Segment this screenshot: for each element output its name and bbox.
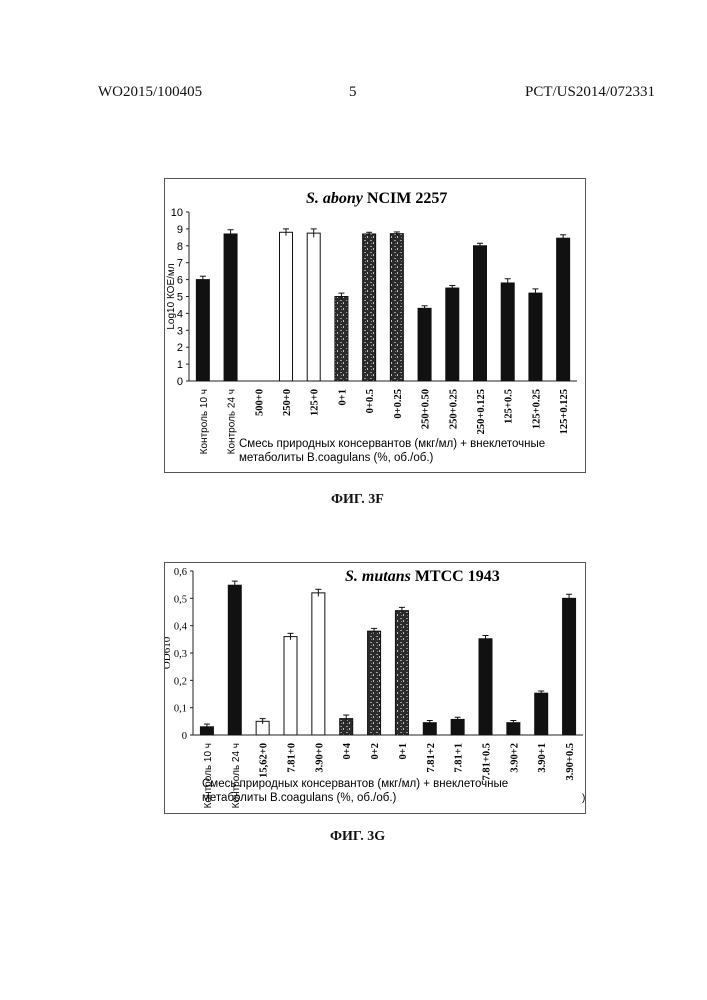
figure-caption-3g: ФИГ. 3G (330, 829, 385, 845)
x-category-label: 0+0.5 (365, 389, 376, 413)
bar (557, 238, 570, 381)
x-category-label: Контроль 24 ч (227, 389, 238, 454)
x-category-label: 7.81+1 (454, 743, 465, 773)
x-axis-label: Смесь природных консервантов (мкг/мл) + … (239, 438, 545, 450)
x-category-label: 125+0.25 (531, 389, 542, 429)
y-tick-label: 8 (177, 241, 183, 253)
x-category-label: 500+0 (254, 389, 265, 416)
bar (451, 719, 464, 735)
chart-3f: S. abony NCIM 2257 0 1 2 3 4 5 6 7 8 9 10 Log10 КОЕ/… (164, 178, 586, 473)
x-category-label: 250+0.25 (448, 389, 459, 429)
y-tick-label: 2 (177, 342, 183, 354)
y-tick-label: 6 (177, 275, 183, 287)
chart-title: S. mutans MTCC 1943 (345, 568, 500, 585)
x-category-label: 0+1 (398, 743, 409, 759)
chart-3g-svg: S. mutans MTCC 1943 0 0,1 0,2 0,3 0,4 0,5 0,6 OD… (165, 563, 585, 813)
x-category-label: 250+0.50 (421, 389, 432, 429)
x-category-label: 0+0.25 (393, 389, 404, 419)
x-category-label: 0+1 (337, 389, 348, 405)
y-tick-label: 1 (177, 359, 183, 371)
y-axis-label: OD610 (165, 636, 173, 669)
bar (307, 233, 320, 381)
bar (335, 297, 348, 382)
chart-title: S. abony NCIM 2257 (306, 190, 447, 207)
bar (529, 293, 542, 381)
y-tick-label: 4 (177, 308, 183, 320)
y-tick-label: 0 (177, 376, 183, 388)
x-axis-label: метаболиты B.coagulans (%, об./об.) (202, 792, 397, 804)
stray-mark: ) (582, 793, 585, 804)
x-category-label: 7.81+2 (426, 743, 437, 773)
bar (228, 585, 241, 735)
x-category-label: 3.90+1 (537, 743, 548, 773)
y-tick-label: 5 (177, 292, 183, 304)
chart-3g: S. mutans MTCC 1943 0 0,1 0,2 0,3 0,4 0,5 0,6 OD… (164, 562, 586, 814)
x-category-label: 250+0 (282, 389, 293, 416)
page-number: 5 (349, 84, 357, 101)
x-category-label: Контроль 10 ч (199, 389, 210, 454)
x-category-label: 7.81+0 (287, 743, 298, 773)
y-tick-label: 0 (182, 731, 187, 742)
figure-caption-3f: ФИГ. 3F (331, 492, 384, 508)
x-category-label: 0+2 (370, 743, 381, 759)
bar (395, 611, 408, 735)
y-tick-label: 0,5 (174, 594, 187, 605)
bar (390, 234, 403, 381)
bar (501, 283, 514, 381)
x-category-label: 3.90+0.5 (565, 743, 576, 780)
y-tick-label: 0,3 (174, 649, 187, 660)
y-tick-label: 0,1 (174, 704, 187, 715)
y-axis-label: Log10 КОЕ/мл (166, 263, 177, 329)
bar (479, 639, 492, 735)
bar (474, 246, 487, 381)
bar (446, 288, 459, 381)
x-category-label: 250+0.125 (476, 389, 487, 434)
bar (535, 693, 548, 735)
chart-3f-svg: S. abony NCIM 2257 0 1 2 3 4 5 6 7 8 9 10 Log10 КОЕ/… (165, 179, 585, 472)
x-category-label: 3.90+0 (314, 743, 325, 773)
x-category-label: 125+0 (310, 389, 321, 416)
x-category-label: 125+0.5 (504, 389, 515, 424)
x-axis-label: метаболиты B.coagulans (%, об./об.) (239, 452, 434, 464)
bar (280, 232, 293, 381)
x-category-label: 15,62+0 (259, 743, 270, 778)
x-category-label: 3.90+2 (509, 743, 520, 773)
y-tick-label: 9 (177, 224, 183, 236)
bar (418, 308, 431, 381)
application-number: PCT/US2014/072331 (525, 84, 655, 101)
y-tick-label: 10 (171, 207, 183, 219)
y-tick-label: 3 (177, 325, 183, 337)
bar (224, 234, 237, 381)
x-category-label: 7.81+0.5 (482, 743, 493, 780)
x-axis-label: Смесь природных консервантов (мкг/мл) + … (202, 778, 508, 790)
y-tick-label: 0,6 (174, 567, 187, 578)
bar (563, 598, 576, 735)
y-tick-label: 7 (177, 258, 183, 270)
bar (196, 280, 209, 381)
patent-number: WO2015/100405 (98, 84, 202, 101)
x-category-label: 0+4 (342, 742, 353, 759)
y-tick-label: 0,2 (174, 676, 187, 687)
bar (312, 593, 325, 735)
x-category-label: 125+0.125 (559, 389, 570, 434)
bar (284, 637, 297, 735)
bar (368, 631, 381, 735)
y-tick-label: 0,4 (174, 622, 188, 633)
bar (363, 234, 376, 381)
